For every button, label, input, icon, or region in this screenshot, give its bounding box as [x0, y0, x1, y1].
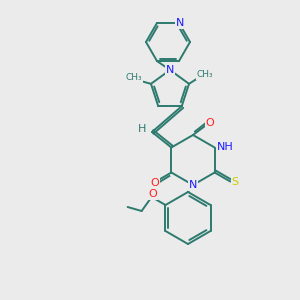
- Text: O: O: [148, 189, 157, 199]
- Text: N: N: [176, 18, 184, 28]
- Text: N: N: [189, 180, 197, 190]
- Text: N: N: [166, 65, 174, 75]
- Text: NH: NH: [217, 142, 233, 152]
- Text: S: S: [232, 176, 239, 187]
- Text: CH₃: CH₃: [126, 73, 142, 82]
- Text: H: H: [138, 124, 146, 134]
- Text: O: O: [206, 118, 214, 128]
- Text: CH₃: CH₃: [197, 70, 213, 79]
- Text: O: O: [150, 178, 159, 188]
